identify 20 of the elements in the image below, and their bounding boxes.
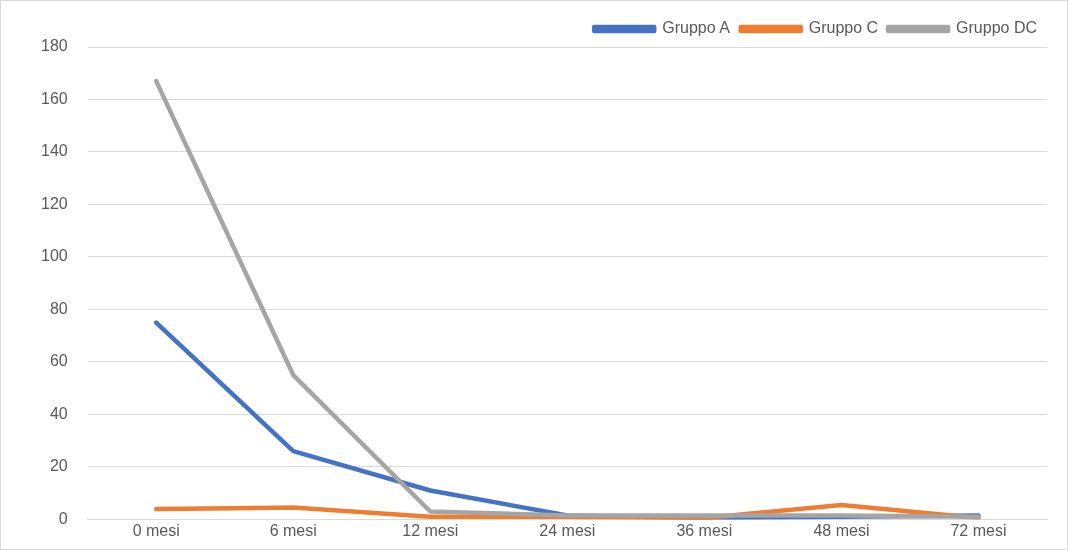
y-tick-label: 120 — [40, 194, 68, 212]
y-tick-label: 100 — [40, 247, 68, 265]
y-tick-label: 160 — [40, 89, 68, 107]
y-tick-label: 0 — [58, 509, 68, 527]
y-tick-label: 80 — [49, 299, 68, 317]
x-tick-label: 6 mesi — [269, 522, 317, 540]
legend-label: Gruppo DC — [956, 19, 1037, 37]
y-tick-label: 60 — [49, 352, 68, 370]
y-tick-label: 40 — [49, 404, 68, 422]
x-tick-label: 24 mesi — [539, 522, 596, 540]
x-tick-label: 0 mesi — [132, 522, 180, 540]
x-tick-label: 48 mesi — [813, 522, 870, 540]
legend-label: Gruppo C — [808, 19, 879, 37]
y-tick-label: 20 — [49, 457, 68, 475]
y-tick-label: 140 — [40, 142, 68, 160]
x-tick-label: 36 mesi — [676, 522, 733, 540]
y-tick-label: 180 — [40, 37, 68, 55]
legend-label: Gruppo A — [662, 19, 731, 37]
x-tick-label: 12 mesi — [402, 522, 459, 540]
x-tick-label: 72 mesi — [950, 522, 1007, 540]
